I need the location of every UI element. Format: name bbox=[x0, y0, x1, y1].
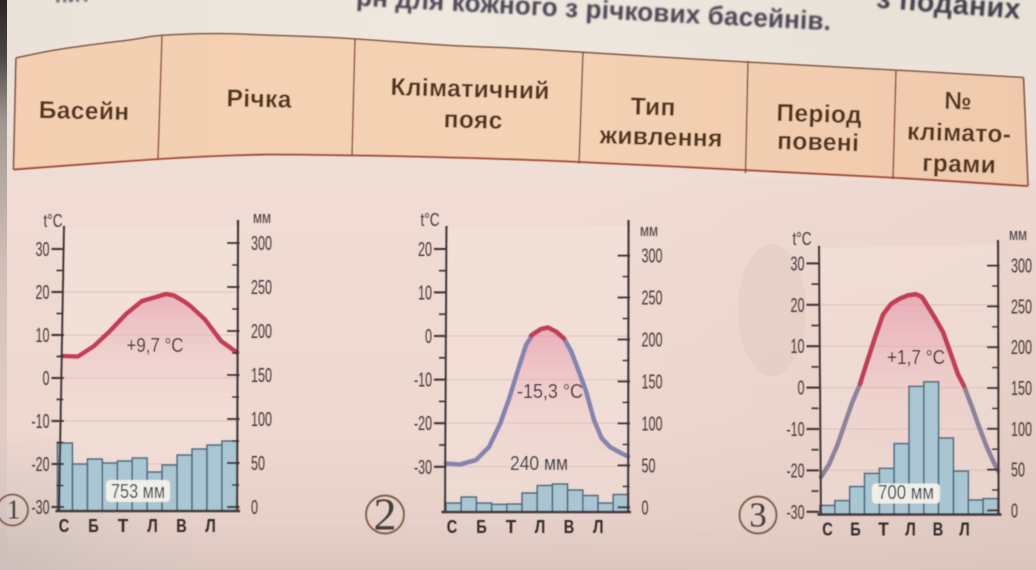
svg-text:живлення: живлення bbox=[598, 122, 723, 152]
svg-text:250: 250 bbox=[1011, 295, 1032, 318]
svg-text:-15,3 °C: -15,3 °C bbox=[517, 381, 583, 403]
svg-text:-30: -30 bbox=[414, 456, 432, 479]
svg-text:Кліматичний: Кліматичний bbox=[390, 74, 550, 105]
svg-text:С: С bbox=[447, 516, 458, 537]
svg-text:Л: Л bbox=[593, 516, 604, 537]
svg-text:2: 2 bbox=[374, 489, 397, 540]
svg-text:10: 10 bbox=[791, 335, 805, 358]
svg-text:+1,7 °C: +1,7 °C bbox=[887, 347, 945, 369]
svg-text:0: 0 bbox=[43, 367, 50, 390]
svg-text:200: 200 bbox=[1011, 336, 1032, 359]
svg-text:20: 20 bbox=[418, 238, 432, 261]
svg-text:Б: Б bbox=[476, 516, 487, 537]
svg-text:С: С bbox=[59, 515, 70, 536]
svg-text:300: 300 bbox=[251, 232, 272, 255]
svg-text:t°C: t°C bbox=[421, 210, 440, 230]
svg-text:3: 3 bbox=[749, 496, 767, 535]
svg-text:клімато-: клімато- bbox=[907, 119, 1012, 149]
svg-text:0: 0 bbox=[251, 496, 258, 519]
svg-text:t°C: t°C bbox=[44, 211, 63, 231]
svg-text:150: 150 bbox=[251, 364, 272, 387]
svg-text:Т: Т bbox=[506, 516, 517, 537]
svg-text:700 мм: 700 мм bbox=[878, 482, 934, 504]
svg-text:t°C: t°C bbox=[793, 229, 812, 249]
svg-text:+9,7 °C: +9,7 °C bbox=[127, 335, 184, 357]
svg-text:10: 10 bbox=[418, 281, 432, 304]
svg-text:В: В bbox=[176, 515, 187, 536]
svg-text:200: 200 bbox=[251, 320, 272, 343]
svg-text:200: 200 bbox=[642, 329, 663, 352]
svg-text:№: № bbox=[944, 88, 972, 116]
svg-text:Л: Л bbox=[535, 516, 546, 537]
svg-text:Л: Л bbox=[205, 515, 216, 536]
svg-text:100: 100 bbox=[642, 412, 663, 435]
svg-text:Басейн: Басейн bbox=[39, 97, 130, 126]
svg-text:мм: мм bbox=[640, 221, 658, 240]
svg-text:Л: Л bbox=[905, 519, 916, 540]
svg-text:100: 100 bbox=[251, 408, 272, 431]
svg-text:Тип: Тип bbox=[630, 93, 676, 121]
svg-text:300: 300 bbox=[1011, 255, 1032, 278]
svg-text:-20: -20 bbox=[414, 412, 432, 435]
svg-text:пит: пит bbox=[54, 0, 91, 7]
svg-text:В: В bbox=[933, 519, 944, 540]
svg-text:мм: мм bbox=[253, 208, 271, 227]
svg-text:грами: грами bbox=[922, 150, 997, 179]
svg-text:30: 30 bbox=[36, 238, 50, 261]
svg-text:10: 10 bbox=[36, 324, 50, 347]
svg-text:-30: -30 bbox=[787, 501, 805, 524]
svg-text:-20: -20 bbox=[32, 453, 50, 476]
svg-text:20: 20 bbox=[36, 281, 50, 304]
svg-text:50: 50 bbox=[642, 454, 656, 477]
svg-text:0: 0 bbox=[425, 325, 432, 348]
svg-text:мм: мм bbox=[1009, 225, 1027, 244]
svg-text:30: 30 bbox=[791, 252, 805, 275]
svg-text:Л: Л bbox=[147, 515, 158, 536]
svg-text:50: 50 bbox=[251, 452, 265, 475]
svg-text:753 мм: 753 мм bbox=[111, 481, 165, 503]
svg-text:300: 300 bbox=[642, 245, 663, 268]
svg-text:0: 0 bbox=[798, 377, 805, 400]
svg-text:150: 150 bbox=[642, 371, 663, 394]
svg-text:150: 150 bbox=[1011, 377, 1032, 400]
svg-text:-10: -10 bbox=[32, 410, 50, 433]
svg-text:-20: -20 bbox=[787, 459, 805, 482]
svg-text:повені: повені bbox=[777, 128, 860, 157]
svg-text:Б: Б bbox=[88, 515, 99, 536]
svg-text:Б: Б bbox=[850, 519, 861, 540]
svg-text:50: 50 bbox=[1011, 459, 1025, 482]
svg-text:-10: -10 bbox=[787, 418, 805, 441]
svg-text:пояс: пояс bbox=[443, 106, 503, 135]
svg-text:100: 100 bbox=[1011, 418, 1032, 441]
svg-text:Т: Т bbox=[118, 515, 129, 536]
svg-text:0: 0 bbox=[1011, 499, 1018, 522]
svg-text:250: 250 bbox=[642, 287, 663, 310]
svg-text:Річка: Річка bbox=[226, 85, 292, 113]
svg-text:-10: -10 bbox=[414, 369, 432, 392]
svg-text:20: 20 bbox=[791, 294, 805, 317]
svg-text:Період: Період bbox=[776, 100, 862, 129]
svg-text:В: В bbox=[564, 516, 575, 537]
svg-text:250: 250 bbox=[251, 276, 272, 299]
svg-text:0: 0 bbox=[642, 496, 649, 519]
svg-text:С: С bbox=[822, 519, 833, 540]
svg-text:Л: Л bbox=[959, 519, 970, 540]
svg-text:1: 1 bbox=[7, 495, 21, 525]
svg-text:240 мм: 240 мм bbox=[510, 453, 568, 475]
svg-text:-30: -30 bbox=[32, 496, 50, 519]
svg-text:Т: Т bbox=[878, 519, 889, 540]
